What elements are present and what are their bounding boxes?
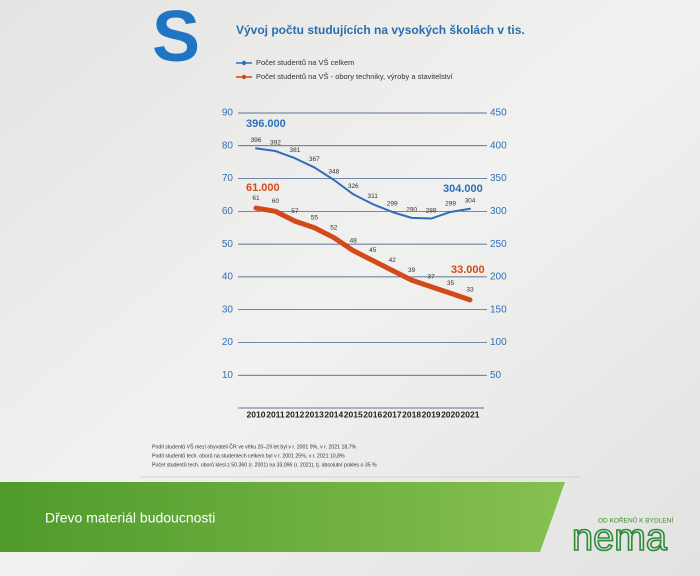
legend-label: Počet studentů na VŠ celkem <box>256 58 354 67</box>
data-label: 326 <box>348 183 359 190</box>
data-label: 33 <box>466 287 474 294</box>
data-label: 37 <box>427 273 435 280</box>
series-line <box>255 147 471 220</box>
x-tick-label: 2014 <box>324 409 343 419</box>
data-label: 52 <box>330 224 338 231</box>
chart-title: Vývoj počtu studujících na vysokých škol… <box>236 23 525 37</box>
data-label: 289 <box>426 207 437 214</box>
y-tick-label: 20 <box>222 337 234 348</box>
y2-tick-label: 150 <box>490 304 507 315</box>
data-label: 348 <box>328 169 339 176</box>
x-tick-label: 2011 <box>266 409 285 419</box>
banner-text: Dřevo materiál budoucnosti <box>45 510 215 526</box>
y2-tick-label: 50 <box>490 370 502 381</box>
data-label: 39 <box>408 267 416 274</box>
legend-label: Počet studentů na VŠ - obory techniky, v… <box>256 72 454 81</box>
legend-dot <box>241 60 247 66</box>
y2-tick-label: 350 <box>490 173 507 184</box>
y2-tick-label: 400 <box>490 140 507 151</box>
logo-mark: S <box>152 0 200 77</box>
x-tick-label: 2019 <box>422 409 441 419</box>
x-tick-label: 2016 <box>363 409 382 419</box>
y-tick-label: 90 <box>222 108 234 119</box>
y-tick-label: 30 <box>222 304 234 315</box>
data-label: 45 <box>369 247 377 254</box>
y-tick-label: 80 <box>222 140 234 151</box>
x-tick-label: 2018 <box>402 409 421 419</box>
data-label: 299 <box>445 201 456 208</box>
data-label: 35 <box>447 280 455 287</box>
y2-tick-label: 200 <box>490 272 507 283</box>
y2-tick-label: 300 <box>490 206 507 217</box>
x-tick-label: 2015 <box>344 409 363 419</box>
series-line <box>253 205 473 303</box>
data-label: 55 <box>311 214 319 221</box>
annotation: 304.000 <box>443 183 483 195</box>
footnote: Podíl studentů tech. oborů na studentech… <box>152 452 345 459</box>
x-tick-label: 2021 <box>461 409 480 419</box>
annotation: 61.000 <box>246 182 280 194</box>
y-tick-label: 40 <box>222 272 234 283</box>
y2-tick-label: 450 <box>490 108 507 119</box>
data-label: 61 <box>252 195 260 202</box>
y2-tick-label: 250 <box>490 239 507 250</box>
annotation: 396.000 <box>246 118 286 130</box>
x-tick-label: 2012 <box>285 409 304 419</box>
data-label: 304 <box>465 197 476 204</box>
data-label: 396 <box>251 137 262 144</box>
brand-name: nema <box>572 517 668 559</box>
x-tick-label: 2020 <box>441 409 460 419</box>
data-label: 311 <box>368 193 379 200</box>
legend-dot <box>241 74 247 80</box>
y-tick-label: 70 <box>222 173 234 184</box>
x-tick-label: 2017 <box>383 409 402 419</box>
footnote: Počet studentů tech. oborů klesl z 50.36… <box>152 461 377 468</box>
banner <box>0 482 565 552</box>
data-label: 48 <box>350 237 358 244</box>
data-label: 381 <box>289 147 300 154</box>
data-label: 57 <box>291 208 299 215</box>
x-tick-label: 2013 <box>305 409 324 419</box>
data-label: 392 <box>270 140 281 147</box>
y-tick-label: 10 <box>222 370 234 381</box>
data-label: 290 <box>406 207 417 214</box>
data-label: 42 <box>389 257 397 264</box>
y-tick-label: 60 <box>222 206 234 217</box>
footnote: Podíl studentů VŠ mezi obyvateli ČR ve v… <box>152 443 357 450</box>
annotation: 33.000 <box>451 264 485 276</box>
x-tick-label: 2010 <box>247 409 266 419</box>
data-label: 299 <box>387 201 398 208</box>
y-tick-label: 50 <box>222 239 234 250</box>
data-label: 367 <box>309 156 320 163</box>
brand-tagline: OD KOŘENŮ K BYDLENÍ <box>598 516 673 525</box>
data-label: 60 <box>272 198 280 205</box>
y2-tick-label: 100 <box>490 337 507 348</box>
